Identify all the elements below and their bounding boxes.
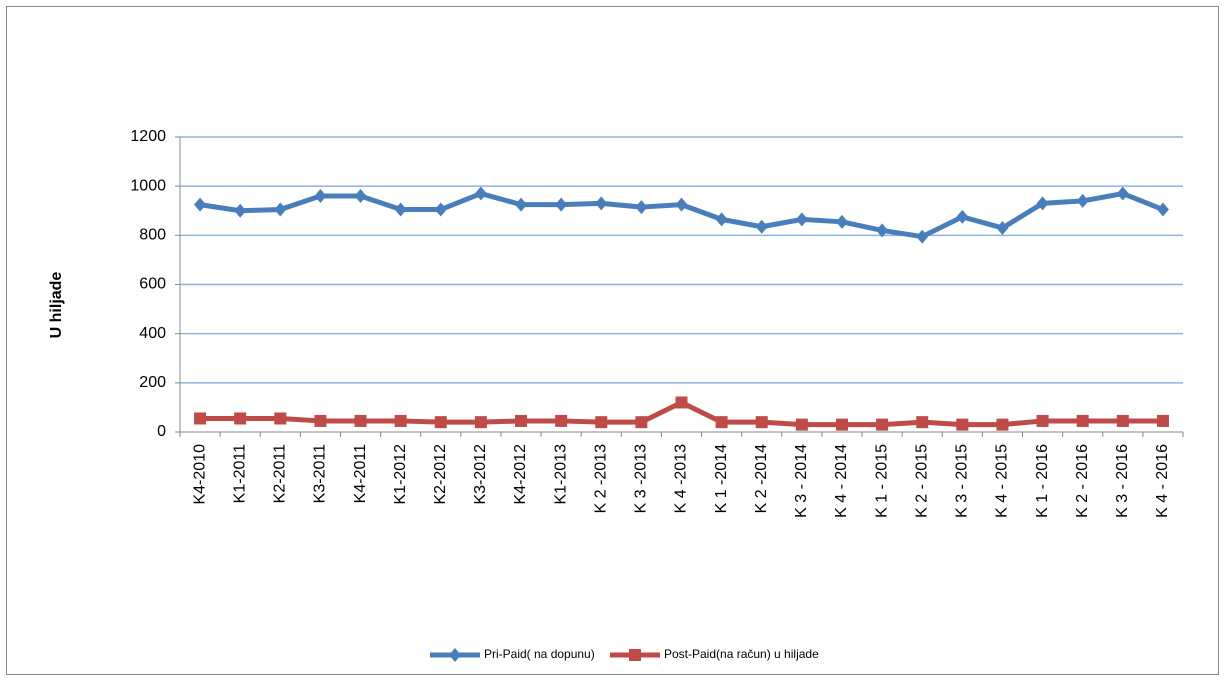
x-tick-label: K 3 - 2015 bbox=[954, 444, 971, 518]
marker bbox=[835, 214, 848, 229]
marker bbox=[715, 416, 728, 429]
marker bbox=[1036, 414, 1049, 427]
marker bbox=[795, 212, 808, 227]
x-tick-label: K 1 - 2016 bbox=[1034, 444, 1051, 518]
y-tick-label: 600 bbox=[139, 276, 166, 293]
x-tick-label: K 2 -2014 bbox=[753, 444, 770, 513]
marker bbox=[434, 416, 447, 429]
x-tick-label: K4-2010 bbox=[191, 444, 208, 505]
legend-label: Post-Paid(na račun) u hiljade bbox=[664, 647, 819, 661]
x-tick-label: K 1 - 2015 bbox=[873, 444, 890, 518]
x-tick-label: K2-2012 bbox=[432, 444, 449, 505]
marker bbox=[635, 200, 648, 215]
x-tick-label: K 3 - 2014 bbox=[793, 444, 810, 518]
marker bbox=[996, 220, 1009, 235]
marker bbox=[795, 418, 808, 431]
x-tick-label: K 4 - 2015 bbox=[994, 444, 1011, 518]
marker bbox=[449, 648, 461, 662]
marker bbox=[755, 219, 768, 234]
marker bbox=[234, 203, 247, 218]
marker bbox=[314, 189, 327, 203]
x-tick-label: K1-2013 bbox=[552, 444, 569, 505]
x-tick-label: K1-2011 bbox=[231, 444, 248, 503]
marker bbox=[755, 416, 768, 429]
marker bbox=[956, 209, 969, 224]
marker bbox=[675, 197, 688, 212]
marker bbox=[595, 196, 608, 211]
marker bbox=[354, 189, 367, 203]
marker bbox=[234, 412, 247, 425]
marker bbox=[394, 414, 407, 427]
x-tick-label: K 1 -2014 bbox=[713, 444, 730, 513]
marker bbox=[916, 229, 929, 244]
y-tick-label: 200 bbox=[139, 374, 166, 391]
y-tick-label: 0 bbox=[157, 423, 166, 440]
y-tick-label: 1200 bbox=[130, 128, 166, 145]
marker bbox=[916, 416, 929, 429]
marker bbox=[996, 418, 1009, 431]
marker bbox=[1116, 414, 1129, 427]
x-tick-label: K 4 - 2014 bbox=[833, 444, 850, 518]
marker bbox=[1156, 202, 1169, 217]
marker bbox=[394, 202, 407, 217]
marker bbox=[595, 416, 608, 429]
marker bbox=[515, 197, 528, 212]
x-tick-label: K3-2012 bbox=[472, 444, 489, 505]
marker bbox=[715, 212, 728, 227]
marker bbox=[474, 186, 487, 201]
marker bbox=[675, 396, 688, 409]
x-tick-label: K 2 - 2015 bbox=[913, 444, 930, 518]
x-tick-label: K 3 -2013 bbox=[633, 444, 650, 513]
marker bbox=[1156, 414, 1169, 427]
marker bbox=[354, 414, 367, 427]
x-tick-label: K 4 -2013 bbox=[673, 444, 690, 513]
marker bbox=[835, 418, 848, 431]
chart-border bbox=[6, 6, 1219, 675]
marker bbox=[629, 649, 641, 661]
marker bbox=[1076, 193, 1089, 208]
marker bbox=[1036, 196, 1049, 211]
y-tick-label: 800 bbox=[139, 227, 166, 244]
marker bbox=[274, 412, 287, 425]
marker bbox=[314, 414, 327, 427]
marker bbox=[555, 197, 568, 212]
y-tick-label: 1000 bbox=[130, 177, 166, 194]
x-tick-label: K2-2011 bbox=[272, 444, 289, 503]
marker bbox=[555, 414, 568, 427]
marker bbox=[1116, 186, 1129, 201]
x-tick-label: K3-2011 bbox=[312, 444, 329, 503]
marker bbox=[635, 416, 648, 429]
x-tick-label: K4-2012 bbox=[512, 444, 529, 505]
marker bbox=[194, 412, 207, 425]
marker bbox=[876, 223, 889, 238]
marker bbox=[515, 414, 528, 427]
marker bbox=[474, 416, 487, 429]
y-axis-label: U hiljade bbox=[48, 272, 65, 339]
marker bbox=[274, 202, 287, 217]
marker bbox=[876, 418, 889, 431]
x-tick-label: K 2 -2013 bbox=[592, 444, 609, 513]
x-tick-label: K1-2012 bbox=[392, 444, 409, 505]
x-tick-label: K 3 - 2016 bbox=[1114, 444, 1131, 518]
marker bbox=[956, 418, 969, 431]
marker bbox=[1076, 414, 1089, 427]
marker bbox=[434, 202, 447, 217]
x-tick-label: K 2 - 2016 bbox=[1074, 444, 1091, 518]
legend-label: Pri-Paid( na dopunu) bbox=[484, 647, 595, 661]
x-tick-label: K4-2011 bbox=[352, 444, 369, 503]
marker bbox=[194, 197, 207, 212]
x-tick-label: K 4 - 2016 bbox=[1154, 444, 1171, 518]
y-tick-label: 400 bbox=[139, 325, 166, 342]
